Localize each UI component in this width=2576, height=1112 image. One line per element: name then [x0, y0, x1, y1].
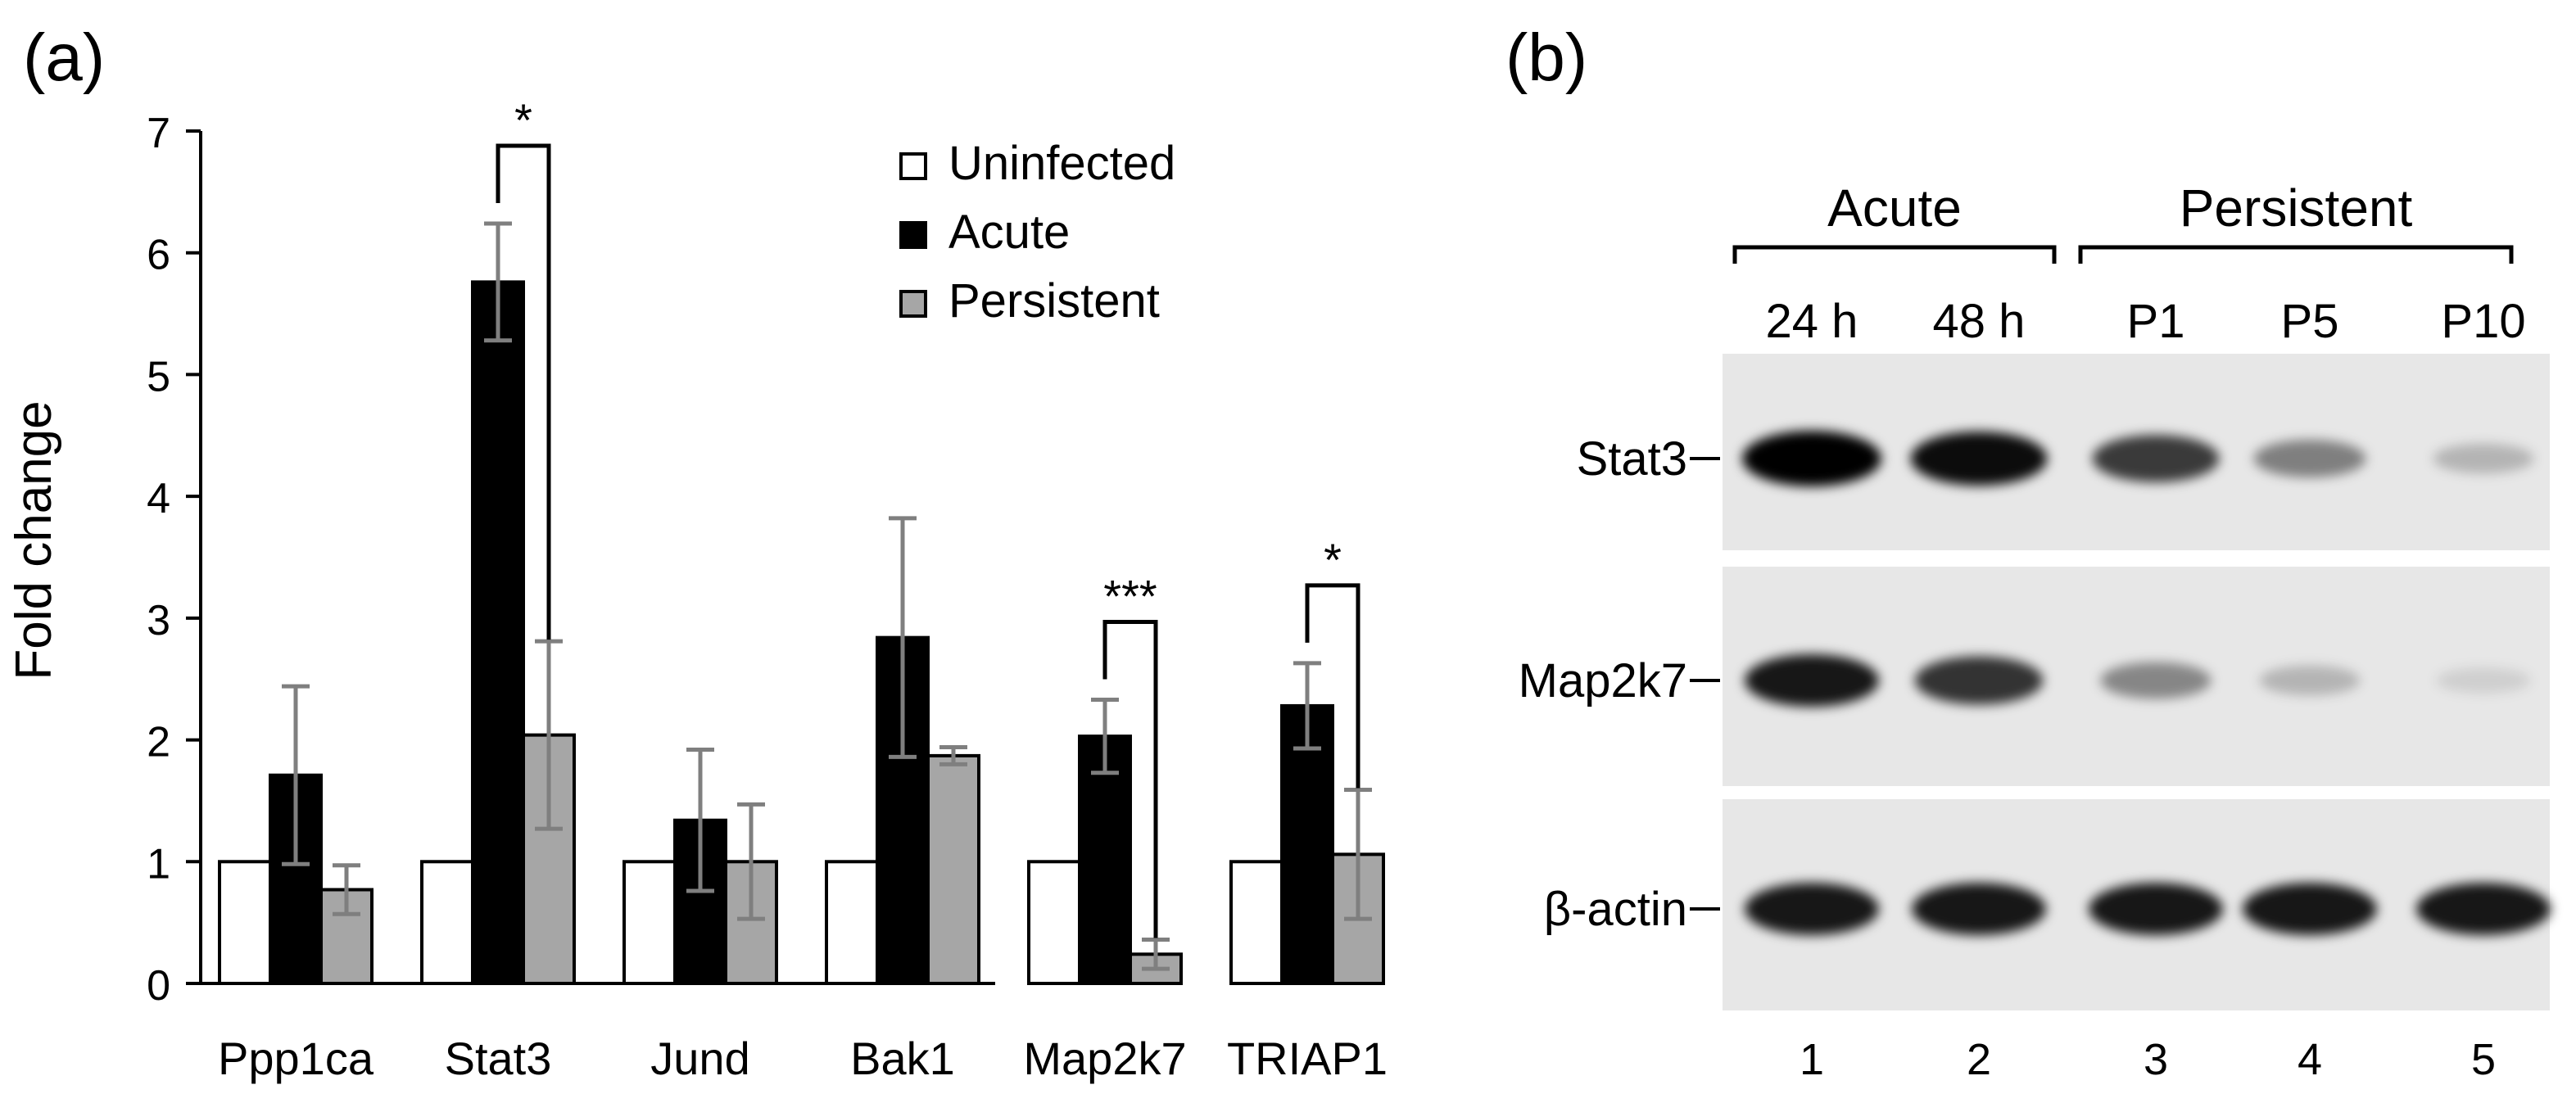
y-tick-label: 2 [147, 719, 170, 766]
band [2433, 443, 2534, 474]
significance-label: * [514, 94, 532, 146]
legend-swatch-uninfected [899, 152, 927, 180]
group-headers: Acute Persistent [1732, 179, 2514, 264]
legend-label: Persistent [948, 274, 1160, 328]
y-tick-label: 6 [147, 232, 170, 279]
blot-label: Stat3 [1577, 432, 1687, 486]
bar-uninfected-map2k7 [1027, 860, 1081, 986]
legend-label: Acute [948, 206, 1070, 259]
y-tick-label: 7 [147, 110, 170, 157]
panel-a-label: (a) [23, 20, 105, 95]
band [1914, 656, 2044, 705]
lane-number: 5 [2471, 1035, 2496, 1084]
significance-layer: ***** [496, 94, 1360, 938]
timepoint-label: P5 [2281, 295, 2339, 348]
bar-uninfected-jund [622, 860, 677, 986]
bar-uninfected-stat3 [420, 860, 474, 986]
x-tick-label: Jund [650, 1033, 749, 1084]
axes [186, 129, 995, 985]
bar-acute-map2k7 [1078, 735, 1132, 985]
bar-uninfected-ppp1ca [218, 860, 272, 986]
legend-swatch-persistent [899, 290, 927, 318]
y-tick-label: 5 [147, 353, 170, 400]
legend-swatch-acute [899, 221, 927, 249]
bar-persistent-bak1 [926, 753, 980, 985]
x-tick-labels: Ppp1ca Stat3 Jund Bak1 Map2k7 TRIAP1 [218, 1033, 1388, 1084]
group-header-persistent: Persistent [2180, 179, 2413, 237]
y-tick-label: 0 [147, 962, 170, 1010]
significance-bracket [1305, 583, 1360, 789]
y-tick-label: 1 [147, 840, 170, 888]
band [1745, 883, 1879, 935]
band [1912, 883, 2046, 935]
error-bar-layer [282, 221, 1372, 971]
timepoint-labels: 24 h 48 h P1 P5 P10 [1766, 295, 2526, 348]
band [1910, 432, 2048, 486]
lane-number: 2 [1967, 1035, 1991, 1084]
x-tick-label: Map2k7 [1023, 1033, 1186, 1084]
group-bracket [2078, 245, 2514, 264]
lane-numbers: 1 2 3 4 5 [1800, 1035, 2496, 1084]
x-tick-label: Stat3 [445, 1033, 552, 1084]
significance-bracket [496, 143, 551, 640]
lane-number: 4 [2298, 1035, 2322, 1084]
band [2253, 440, 2366, 477]
lane-number: 3 [2144, 1035, 2168, 1084]
significance-bracket [1102, 619, 1158, 938]
band [2259, 665, 2361, 696]
bar-uninfected-bak1 [825, 860, 879, 986]
bar-layer [218, 280, 1385, 986]
blot-label: β-actin [1544, 883, 1687, 936]
band [1745, 654, 1879, 707]
panel-b: (b) Acute Persistent 24 h 48 h P1 P5 P10 Stat… [1505, 20, 2551, 1084]
x-tick-label: TRIAP1 [1227, 1033, 1388, 1084]
legend-label: Uninfected [948, 137, 1175, 190]
x-tick-label: Ppp1ca [218, 1033, 374, 1084]
lane-number: 1 [1800, 1035, 1824, 1084]
y-tick-label: 4 [147, 475, 170, 522]
y-axis-label: Fold change [6, 400, 62, 680]
timepoint-label: P10 [2441, 295, 2525, 348]
band [2243, 883, 2377, 935]
x-tick-label: Bak1 [850, 1033, 955, 1084]
blot-label: Map2k7 [1519, 654, 1687, 707]
group-header-acute: Acute [1827, 179, 1962, 237]
timepoint-label: 24 h [1766, 295, 1858, 348]
band [2436, 667, 2531, 694]
y-tick-labels: 0 1 2 3 4 5 6 7 [147, 110, 170, 1010]
timepoint-label: P1 [2127, 295, 2185, 348]
bar-acute-stat3 [471, 280, 525, 985]
y-tick-label: 3 [147, 597, 170, 644]
blot-panels: Stat3 Map2k7 β-actin [1519, 354, 2551, 1010]
band [2089, 883, 2223, 935]
legend: Uninfected Acute Persistent [899, 137, 1175, 328]
band [1742, 431, 1881, 486]
panel-b-label: (b) [1505, 20, 1587, 95]
band [2100, 662, 2212, 699]
significance-label: *** [1103, 570, 1157, 622]
band [2092, 435, 2220, 482]
bar-uninfected-triap1 [1229, 860, 1283, 986]
timepoint-label: 48 h [1933, 295, 2026, 348]
group-bracket [1732, 245, 2057, 264]
significance-label: * [1324, 534, 1342, 585]
band [2416, 883, 2551, 935]
